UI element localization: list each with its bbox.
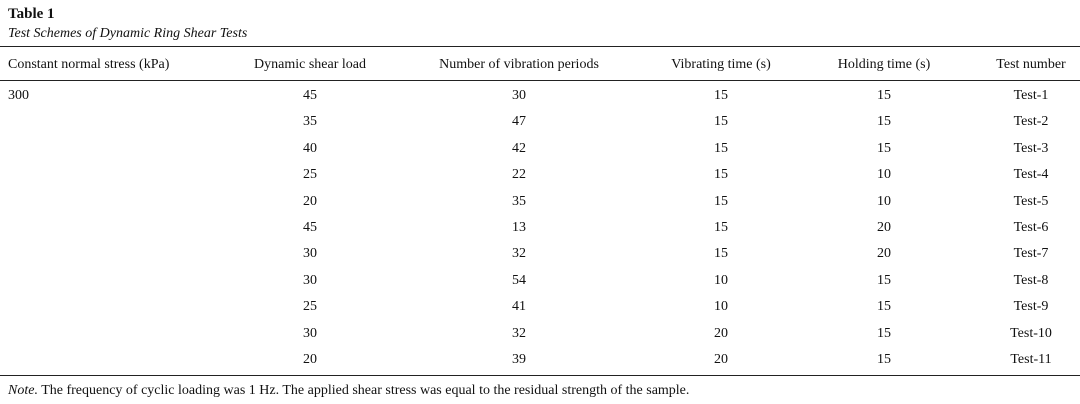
table-cell: 22 [512,167,526,183]
top-rule [0,46,1080,47]
table-cell: 15 [877,325,891,341]
table-cell: 15 [714,193,728,209]
table-cell: 15 [714,140,728,156]
table-cell: 25 [303,299,317,315]
table-cell: 45 [303,220,317,235]
table-cell: 20 [877,220,891,235]
header-rule [0,80,1080,81]
table-cell: Test-1 [1013,88,1049,103]
table-cell: 15 [877,299,891,315]
column-header: Vibrating time (s) [671,57,771,72]
table-cell: 20 [714,352,728,367]
table-cell: 35 [512,193,526,209]
column-header: Dynamic shear load [254,57,366,72]
table-cell: 15 [877,88,891,103]
table-cell: 15 [714,246,728,262]
table-cell: 15 [714,114,728,130]
table-cell: Test-4 [1013,167,1049,183]
column-header: Constant normal stress (kPa) [8,57,170,72]
table-cell: Test-11 [1010,352,1052,367]
table-cell: 10 [877,167,891,183]
table-cell: 20 [714,325,728,341]
table-cell: 15 [877,352,891,367]
table-cell: 15 [877,272,891,288]
table-cell: 20 [877,246,891,262]
table-cell: 15 [877,114,891,130]
table-cell: 40 [303,140,317,156]
table-cell: 47 [512,114,526,130]
table-cell: 20 [303,193,317,209]
table-cell: 32 [512,325,526,341]
column-header: Holding time (s) [837,57,931,72]
table-cell: 41 [512,299,526,315]
table-cell: 54 [512,272,526,288]
note: Note. The frequency of cyclic loading wa… [8,383,689,399]
table-cell: Test-7 [1013,246,1049,262]
column-header: Test number [996,57,1066,72]
bottom-rule [0,375,1080,376]
table-cell: 15 [877,140,891,156]
table-cell: Test-9 [1013,299,1049,315]
table-cell: 32 [512,246,526,262]
table-cell: 13 [512,220,526,235]
table-cell: 10 [714,299,728,315]
table-cell: 10 [877,193,891,209]
table-cell: Test-2 [1013,114,1049,130]
table-title: Table 1 [8,6,55,22]
table-cell: 300 [8,88,29,103]
table-cell: Test-6 [1013,220,1049,235]
table-subtitle: Test Schemes of Dynamic Ring Shear Tests [8,26,248,41]
table-cell: 10 [714,272,728,288]
column-header: Number of vibration periods [439,57,599,72]
table-cell: 15 [714,88,728,103]
table-cell: Test-8 [1013,272,1049,288]
note-label: Note. [8,383,38,398]
table-cell: 15 [714,167,728,183]
table-cell: 30 [303,325,317,341]
table-cell: 39 [512,352,526,367]
table-cell: 35 [303,114,317,130]
table-cell: 45 [303,88,317,103]
table-cell: 20 [303,352,317,367]
table-cell: Test-10 [1010,325,1052,341]
table-cell: 30 [303,246,317,262]
table-cell: 42 [512,140,526,156]
table-cell: Test-3 [1013,140,1049,156]
table-cell: Test-5 [1013,193,1049,209]
table-cell: 25 [303,167,317,183]
table-cell: 15 [714,220,728,235]
note-text: The frequency of cyclic loading was 1 Hz… [41,383,690,398]
table-cell: 30 [512,88,526,103]
table-cell: 30 [303,272,317,288]
